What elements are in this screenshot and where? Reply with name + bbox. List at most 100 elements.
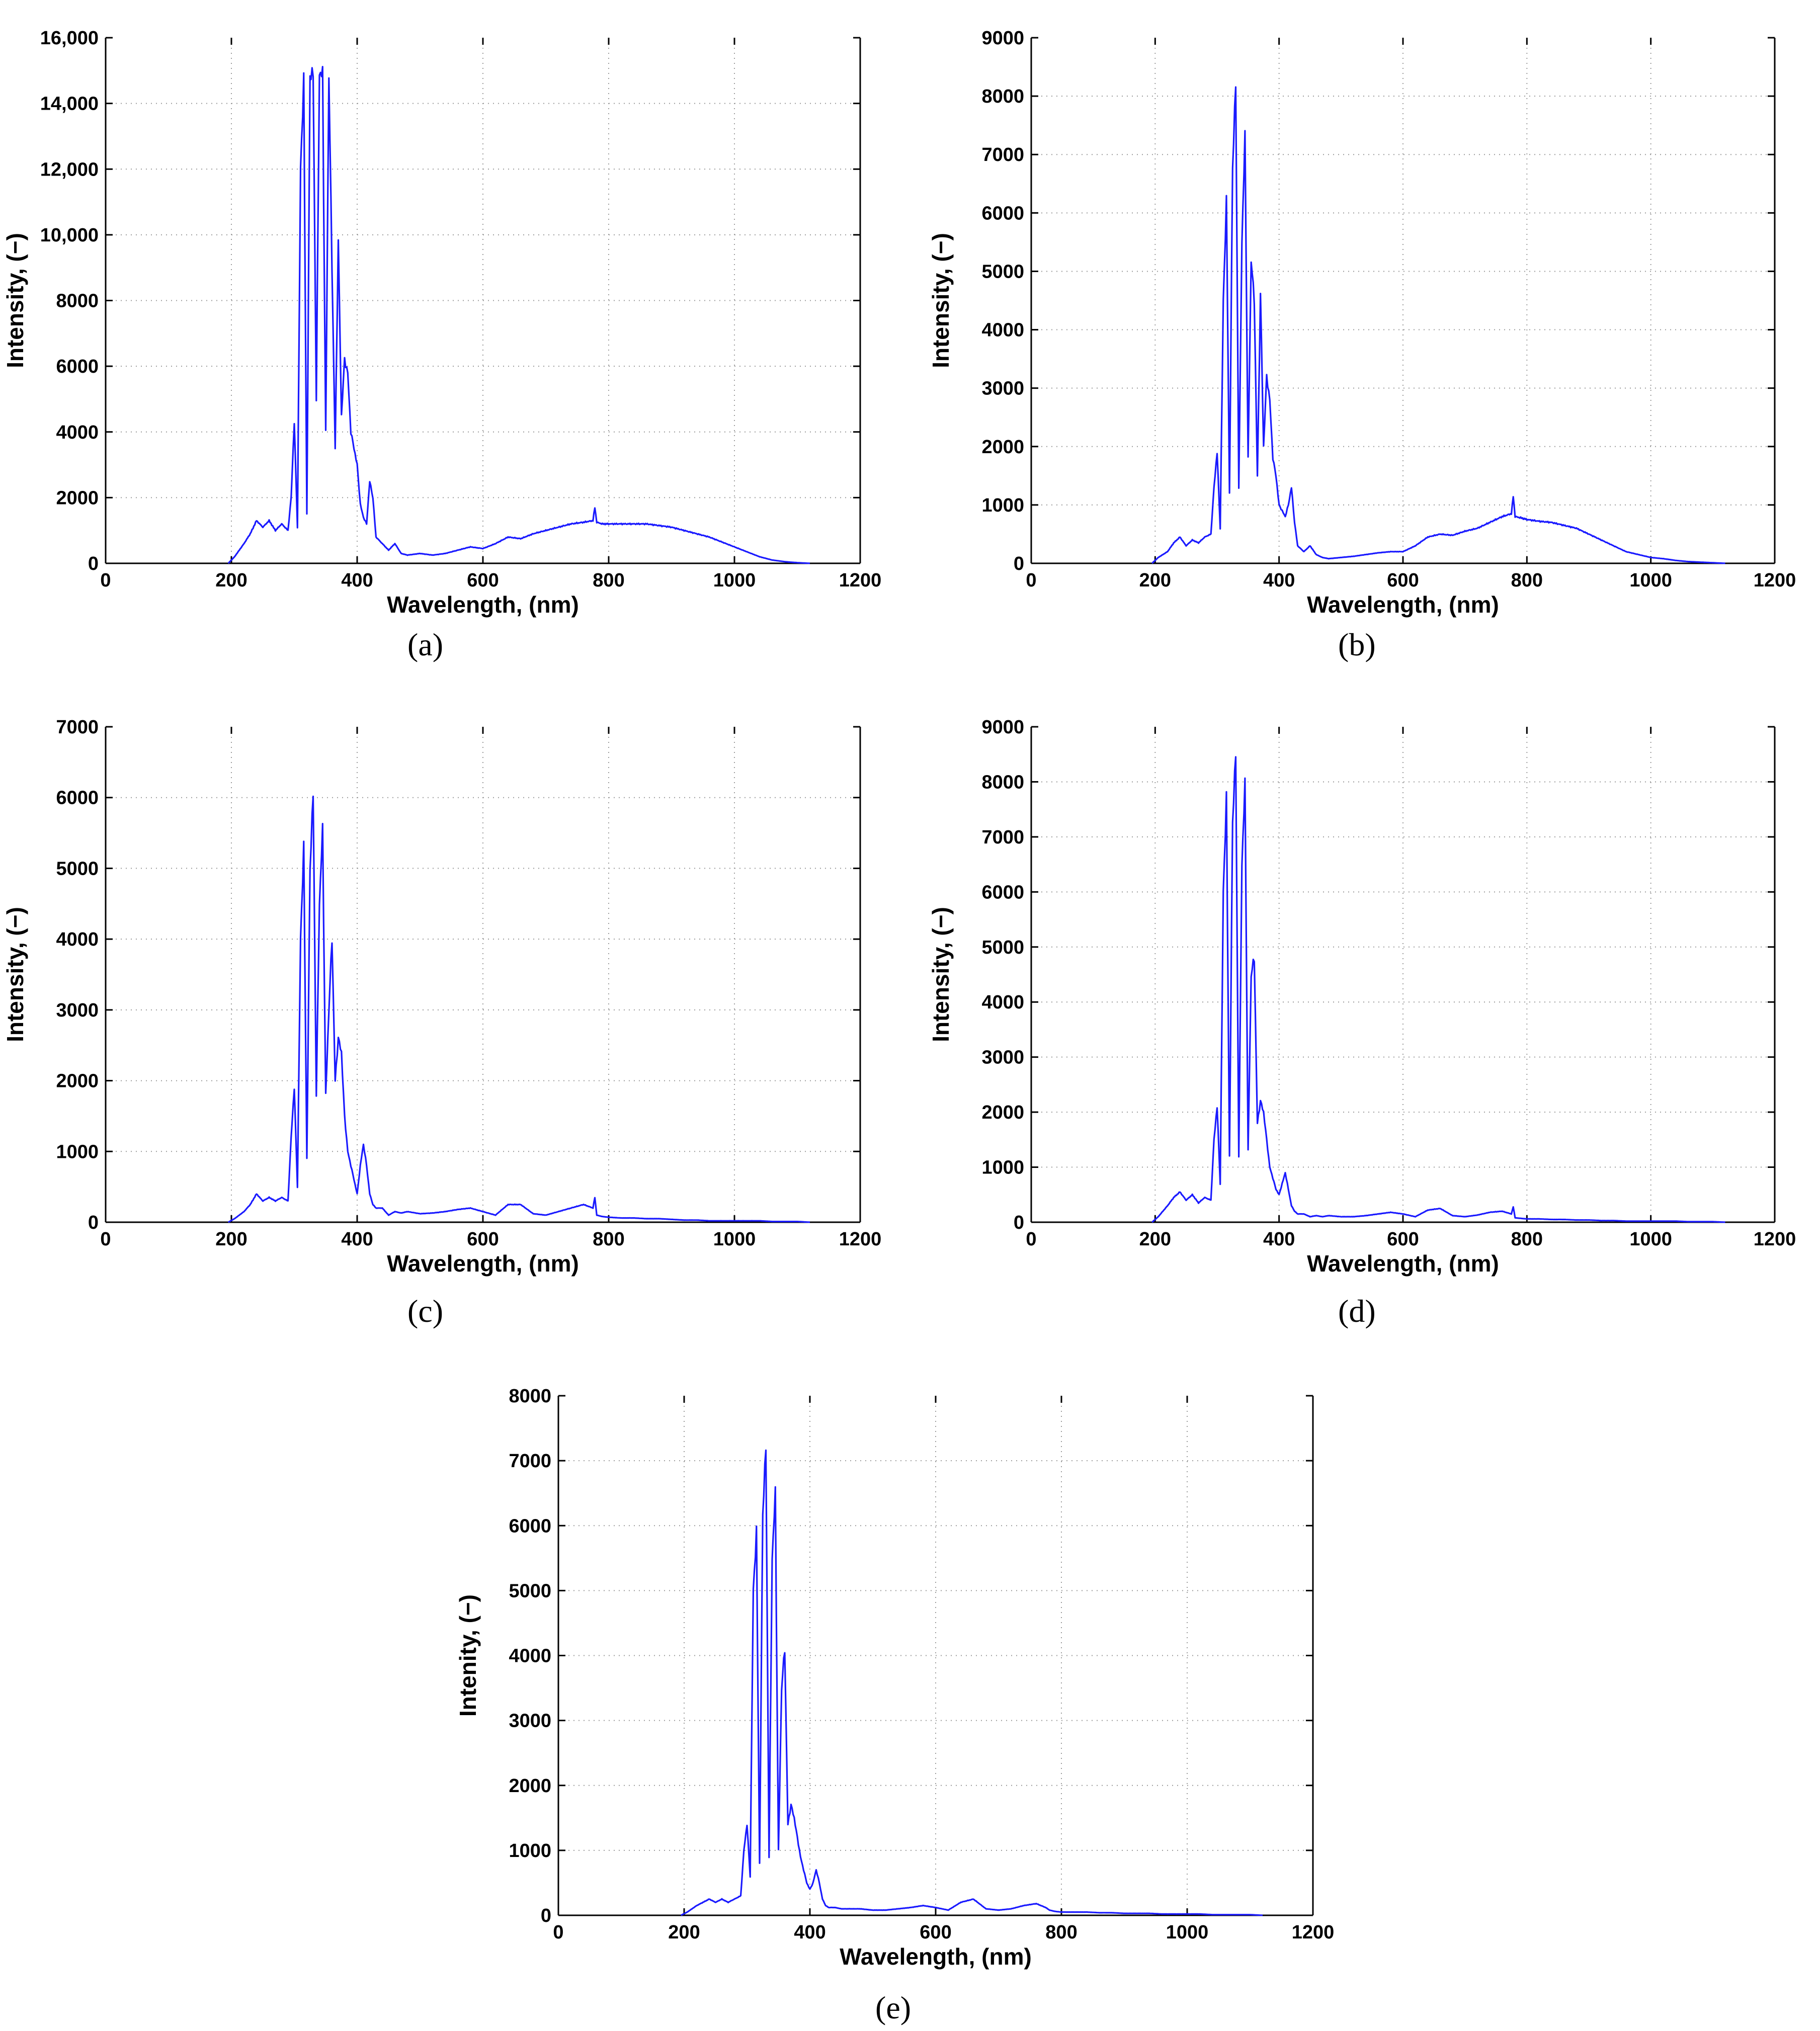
y-tick-label: 4000 [56, 422, 99, 443]
x-tick-label: 800 [593, 1229, 624, 1250]
panel-caption-b: (b) [1338, 627, 1376, 662]
x-tick-label: 1200 [1292, 1922, 1335, 1943]
y-tick-label: 5000 [56, 858, 99, 879]
y-tick-label: 5000 [981, 937, 1024, 958]
chart-panel-b: 0 200 400 600 800 1000 1200 0 1000 2000 3000 4000 50… [926, 0, 1820, 679]
x-tick-label: 1200 [839, 570, 882, 591]
y-tick-label: 5000 [509, 1580, 551, 1601]
x-axis-label: Wavelength, (nm) [840, 1943, 1032, 1970]
y-tick-label: 2000 [981, 1102, 1024, 1123]
y-tick-label: 2000 [509, 1775, 551, 1797]
y-tick-label: 8000 [981, 772, 1024, 793]
y-tick-label: 6000 [56, 788, 99, 809]
panel-caption-d: (d) [1338, 1293, 1376, 1329]
y-tick-label: 3000 [56, 1000, 99, 1021]
y-tick-label: 14,000 [40, 94, 99, 115]
y-axis-label: Intensity, (−) [928, 907, 954, 1042]
chart-panel-e: 0 200 400 600 800 1000 1200 0 1000 2000 3000 4000 50… [453, 1358, 1358, 2031]
x-axis-label: Wavelength, (nm) [1307, 591, 1499, 618]
y-tick-label: 1000 [56, 1141, 99, 1162]
x-tick-label: 400 [1263, 570, 1295, 591]
y-tick-label: 0 [88, 1212, 99, 1233]
y-tick-label: 8000 [981, 86, 1024, 107]
y-tick-label: 4000 [981, 992, 1024, 1013]
y-tick-label: 2000 [56, 487, 99, 509]
x-tick-label: 0 [553, 1922, 563, 1943]
y-tick-label: 6000 [509, 1515, 551, 1537]
y-tick-label: 3000 [981, 378, 1024, 399]
y-tick-label: 7000 [509, 1451, 551, 1472]
x-tick-label: 200 [1139, 1229, 1171, 1250]
y-tick-label: 3000 [509, 1711, 551, 1732]
y-tick-label: 4000 [981, 320, 1024, 341]
grid-lines [558, 1396, 1313, 1915]
chart-svg-d: 0 200 400 600 800 1000 1200 0 1000 2000 3000 4000 50… [928, 717, 1796, 1277]
chart-svg-c: 0 200 400 600 800 1000 1200 0 1000 2000 3000 4000 50… [2, 717, 882, 1277]
x-tick-label: 0 [1026, 570, 1036, 591]
x-tick-label: 200 [215, 1229, 247, 1250]
spectrum-line [1151, 756, 1725, 1223]
x-tick-label: 1000 [713, 570, 756, 591]
y-tick-label: 4000 [509, 1646, 551, 1667]
x-tick-label: 0 [1026, 1229, 1036, 1250]
chart-svg-a: 0 200 400 600 800 1000 1200 0 2000 4000 6000 8000 10… [2, 28, 882, 618]
y-tick-label: 12,000 [40, 159, 99, 180]
y-tick-label: 7000 [981, 827, 1024, 848]
x-tick-label: 600 [1387, 570, 1419, 591]
y-tick-label: 4000 [56, 929, 99, 950]
grid-lines [106, 38, 860, 563]
y-axis-label: Intensity, (−) [2, 233, 28, 368]
chart-panel-a: 0 200 400 600 800 1000 1200 0 2000 4000 6000 8000 10… [0, 0, 905, 679]
y-tick-label: 7000 [981, 144, 1024, 165]
x-tick-label: 1200 [1754, 1229, 1796, 1250]
x-axis-label: Wavelength, (nm) [1307, 1250, 1499, 1277]
y-tick-label: 0 [541, 1905, 551, 1926]
x-tick-label: 1000 [713, 1229, 756, 1250]
y-tick-label: 9000 [981, 717, 1024, 738]
x-tick-label: 600 [1387, 1229, 1419, 1250]
x-tick-label: 200 [1139, 570, 1171, 591]
spectrum-line [681, 1449, 1263, 1916]
spectrum-line [227, 795, 810, 1223]
y-tick-label: 6000 [981, 882, 1024, 903]
x-tick-label: 600 [467, 1229, 499, 1250]
x-tick-label: 0 [100, 1229, 111, 1250]
y-tick-label: 3000 [981, 1047, 1024, 1068]
x-tick-label: 0 [100, 570, 111, 591]
x-axis-label: Wavelength, (nm) [387, 1250, 579, 1277]
panel-caption-c: (c) [407, 1293, 444, 1329]
y-tick-label: 8000 [56, 291, 99, 312]
spectrum-line [1151, 86, 1725, 564]
x-tick-label: 1000 [1166, 1922, 1209, 1943]
x-tick-label: 200 [215, 570, 247, 591]
x-tick-label: 800 [1511, 1229, 1543, 1250]
x-tick-label: 400 [341, 570, 373, 591]
y-tick-label: 9000 [981, 28, 1024, 49]
y-tick-label: 1000 [509, 1840, 551, 1861]
y-tick-label: 1000 [981, 1157, 1024, 1178]
x-axis-label: Wavelength, (nm) [387, 591, 579, 618]
x-tick-label: 1000 [1629, 1229, 1672, 1250]
panel-caption-a: (a) [407, 627, 444, 662]
x-tick-label: 800 [593, 570, 624, 591]
panel-caption-e: (e) [875, 1990, 912, 2025]
grid-lines [1031, 38, 1775, 563]
y-tick-label: 5000 [981, 261, 1024, 282]
x-tick-label: 200 [668, 1922, 700, 1943]
chart-svg-e: 0 200 400 600 800 1000 1200 0 1000 2000 3000 4000 50… [455, 1386, 1335, 1970]
y-tick-label: 2000 [981, 437, 1024, 458]
y-tick-label: 0 [1014, 553, 1024, 574]
x-tick-label: 800 [1511, 570, 1543, 591]
y-tick-label: 6000 [981, 203, 1024, 224]
x-tick-label: 400 [341, 1229, 373, 1250]
y-axis-label: Intensity, (−) [2, 907, 28, 1042]
y-tick-label: 7000 [56, 717, 99, 738]
x-tick-label: 600 [467, 570, 499, 591]
x-tick-label: 400 [794, 1922, 825, 1943]
y-tick-label: 2000 [56, 1071, 99, 1092]
y-axis-label: Intenity, (−) [455, 1594, 481, 1717]
x-tick-label: 600 [920, 1922, 951, 1943]
x-tick-label: 1200 [839, 1229, 882, 1250]
grid-lines [106, 727, 860, 1222]
x-tick-label: 800 [1045, 1922, 1077, 1943]
